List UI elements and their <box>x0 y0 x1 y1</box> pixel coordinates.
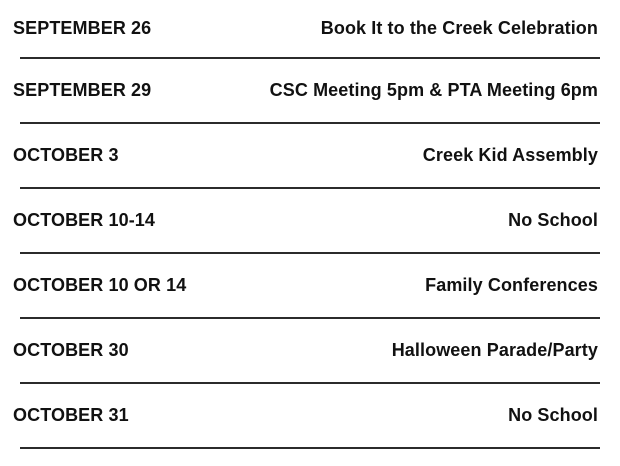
event-date: OCTOBER 10 OR 14 <box>13 275 187 295</box>
event-title: No School <box>508 210 598 230</box>
row-divider <box>20 447 600 449</box>
event-title: Creek Kid Assembly <box>422 145 598 165</box>
row-divider <box>20 252 600 254</box>
event-date: OCTOBER 10-14 <box>13 210 156 230</box>
schedule-row: SEPTEMBER 26 Book It to the Creek Celebr… <box>0 0 620 57</box>
row-divider <box>20 382 600 384</box>
schedule-row: SEPTEMBER 29 CSC Meeting 5pm & PTA Meeti… <box>0 59 620 122</box>
schedule-row: OCTOBER 31 No School <box>0 384 620 447</box>
event-title: Family Conferences <box>425 275 598 295</box>
event-schedule-table: SEPTEMBER 26 Book It to the Creek Celebr… <box>0 0 620 449</box>
event-date: OCTOBER 31 <box>13 405 129 425</box>
event-title: Halloween Parade/Party <box>391 340 598 360</box>
row-divider <box>20 57 600 59</box>
event-title: No School <box>508 405 598 425</box>
schedule-row: OCTOBER 3 Creek Kid Assembly <box>0 124 620 187</box>
event-date: OCTOBER 30 <box>13 340 129 360</box>
schedule-row: OCTOBER 30 Halloween Parade/Party <box>0 319 620 382</box>
row-divider <box>20 122 600 124</box>
schedule-row: OCTOBER 10 OR 14 Family Conferences <box>0 254 620 317</box>
event-date: SEPTEMBER 26 <box>13 18 152 38</box>
event-title: CSC Meeting 5pm & PTA Meeting 6pm <box>269 80 598 100</box>
row-divider <box>20 317 600 319</box>
row-divider <box>20 187 600 189</box>
event-date: SEPTEMBER 29 <box>13 80 152 100</box>
event-title: Book It to the Creek Celebration <box>320 18 598 38</box>
event-date: OCTOBER 3 <box>13 145 119 165</box>
schedule-row: OCTOBER 10-14 No School <box>0 189 620 252</box>
